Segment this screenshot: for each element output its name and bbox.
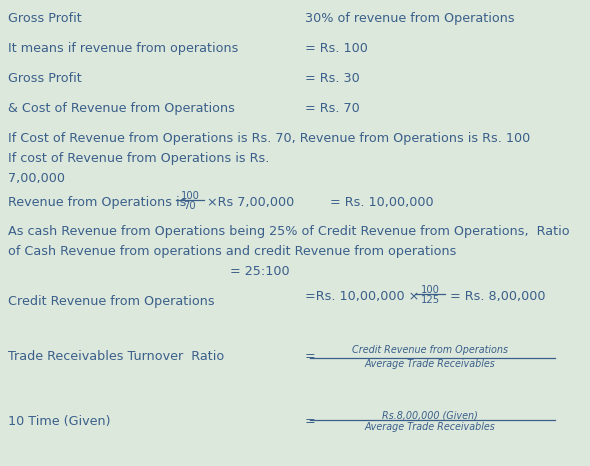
Text: =: = <box>305 415 316 428</box>
Text: As cash Revenue from Operations being 25% of Credit Revenue from Operations,  Ra: As cash Revenue from Operations being 25… <box>8 225 569 238</box>
Text: Credit Revenue from Operations: Credit Revenue from Operations <box>352 345 508 355</box>
Text: ×Rs 7,00,000: ×Rs 7,00,000 <box>207 196 294 209</box>
Text: = Rs. 10,00,000: = Rs. 10,00,000 <box>330 196 434 209</box>
Text: of Cash Revenue from operations and credit Revenue from operations: of Cash Revenue from operations and cred… <box>8 245 457 258</box>
Text: Gross Profit: Gross Profit <box>8 12 82 25</box>
Text: Average Trade Receivables: Average Trade Receivables <box>365 359 496 369</box>
Text: Gross Profit: Gross Profit <box>8 72 82 85</box>
Text: Average Trade Receivables: Average Trade Receivables <box>365 422 496 432</box>
Text: =Rs. 10,00,000 ×: =Rs. 10,00,000 × <box>305 290 419 303</box>
Text: 10 Time (Given): 10 Time (Given) <box>8 415 110 428</box>
Text: Credit Revenue from Operations: Credit Revenue from Operations <box>8 295 215 308</box>
Text: = Rs. 70: = Rs. 70 <box>305 102 360 115</box>
Text: 100: 100 <box>181 191 199 201</box>
Text: = Rs. 30: = Rs. 30 <box>305 72 360 85</box>
Text: 70: 70 <box>183 201 196 211</box>
Text: = Rs. 8,00,000: = Rs. 8,00,000 <box>450 290 546 303</box>
Text: =: = <box>305 350 316 363</box>
Text: It means if revenue from operations: It means if revenue from operations <box>8 42 238 55</box>
Text: 125: 125 <box>421 295 440 305</box>
Text: = 25:100: = 25:100 <box>230 265 290 278</box>
Text: Trade Receivables Turnover  Ratio: Trade Receivables Turnover Ratio <box>8 350 224 363</box>
Text: If Cost of Revenue from Operations is Rs. 70, Revenue from Operations is Rs. 100: If Cost of Revenue from Operations is Rs… <box>8 132 530 145</box>
Text: If cost of Revenue from Operations is Rs.: If cost of Revenue from Operations is Rs… <box>8 152 270 165</box>
Text: 7,00,000: 7,00,000 <box>8 172 65 185</box>
Text: Revenue from Operations is: Revenue from Operations is <box>8 196 186 209</box>
Text: 30% of revenue from Operations: 30% of revenue from Operations <box>305 12 514 25</box>
Text: 100: 100 <box>421 285 440 295</box>
Text: = Rs. 100: = Rs. 100 <box>305 42 368 55</box>
Text: & Cost of Revenue from Operations: & Cost of Revenue from Operations <box>8 102 235 115</box>
Text: Rs.8,00,000 (Given): Rs.8,00,000 (Given) <box>382 410 478 420</box>
